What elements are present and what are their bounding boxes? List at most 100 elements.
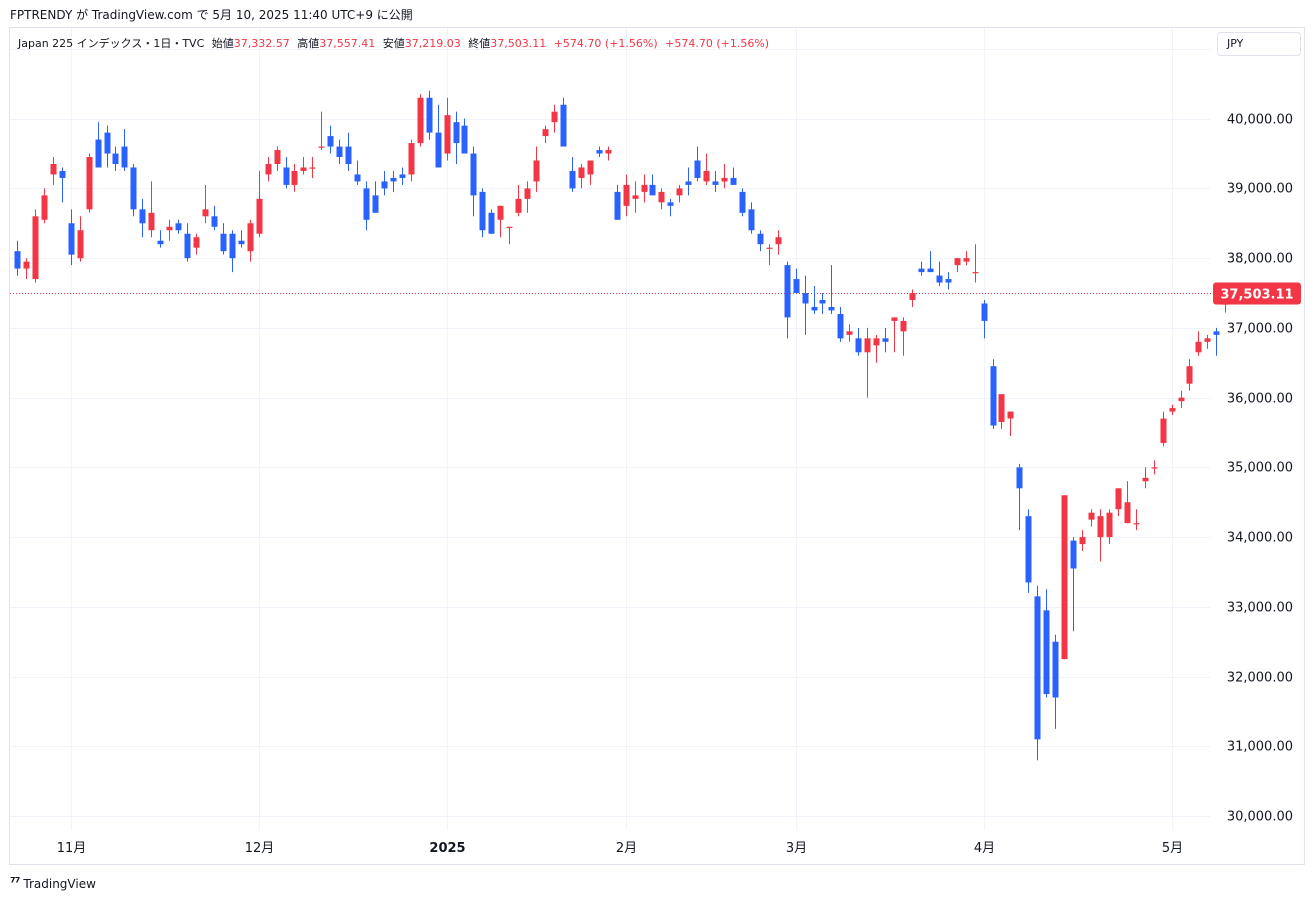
candle-body xyxy=(1178,397,1185,402)
candle xyxy=(793,268,800,294)
candle-body xyxy=(50,163,57,175)
candle-body xyxy=(68,223,75,255)
candle xyxy=(184,223,191,262)
x-tick-label: 5月 xyxy=(1162,841,1183,856)
candle xyxy=(435,104,442,168)
candle xyxy=(1115,488,1122,517)
candle xyxy=(363,181,370,231)
candle-body xyxy=(14,251,21,269)
candle xyxy=(59,167,66,203)
candle xyxy=(819,293,826,314)
candle xyxy=(399,167,406,185)
candle-body xyxy=(41,195,48,220)
candle-body xyxy=(882,338,889,342)
candle xyxy=(497,205,504,238)
candle-body xyxy=(649,184,656,196)
candle xyxy=(811,286,818,314)
candle-body xyxy=(1186,366,1193,384)
candle xyxy=(1025,509,1032,593)
candle-body xyxy=(23,261,30,269)
y-tick-label: 32,000.00 xyxy=(1227,671,1293,686)
candle xyxy=(918,261,925,276)
candle xyxy=(596,146,603,158)
candle-body xyxy=(551,111,558,123)
candle-body xyxy=(721,177,728,182)
candle-body xyxy=(283,167,290,185)
candle xyxy=(247,219,254,262)
candle-body xyxy=(1079,537,1086,545)
candle xyxy=(1043,589,1050,698)
candle xyxy=(256,170,263,238)
candle xyxy=(873,334,880,363)
candle xyxy=(265,157,272,182)
candle-body xyxy=(748,209,755,231)
ohlc-legend: Japan 225 インデックス・1日・TVC 始値37,332.57 高値37… xyxy=(18,35,773,51)
y-tick-label: 39,000.00 xyxy=(1227,182,1293,197)
candle-body xyxy=(578,167,585,178)
candle xyxy=(300,157,307,175)
candle xyxy=(1079,530,1086,552)
legend-close-label: 終値 xyxy=(468,37,491,50)
candle-body xyxy=(95,139,102,168)
candle-body xyxy=(265,163,272,175)
candle xyxy=(77,216,84,262)
candle-body xyxy=(596,150,603,154)
footer-brand[interactable]: ⁷⁷ TradingView xyxy=(10,876,96,891)
y-tick-label: 34,000.00 xyxy=(1227,531,1293,546)
candle xyxy=(730,167,737,185)
candle xyxy=(139,198,146,238)
candle xyxy=(461,118,468,154)
candle xyxy=(488,209,495,234)
candle-body xyxy=(354,174,361,182)
candle-body xyxy=(1213,331,1220,335)
candle xyxy=(712,170,719,192)
candle-body xyxy=(587,160,594,175)
candle-body xyxy=(963,258,970,262)
legend-change-2: +574.70 (+1.56%) xyxy=(665,37,770,50)
candle-body xyxy=(148,212,155,231)
candle-body xyxy=(229,233,236,259)
currency-button[interactable]: JPY xyxy=(1217,32,1301,56)
candle-body xyxy=(1070,540,1077,569)
candle xyxy=(632,181,639,213)
candle-body xyxy=(605,150,612,154)
candle-body xyxy=(506,226,513,228)
candle xyxy=(1052,634,1059,729)
y-tick-label: 30,000.00 xyxy=(1227,810,1293,825)
candle xyxy=(175,219,182,234)
candle xyxy=(354,160,361,185)
candle xyxy=(202,184,209,224)
candle-body xyxy=(1097,516,1104,538)
candle-body xyxy=(1133,523,1140,525)
candle xyxy=(229,230,236,273)
candle-body xyxy=(909,293,916,300)
candle-body xyxy=(811,306,818,311)
legend-low: 37,219.03 xyxy=(404,37,461,50)
candle xyxy=(1195,331,1202,356)
candle xyxy=(533,146,540,192)
candle-body xyxy=(104,132,111,154)
candle xyxy=(1016,463,1023,531)
candle xyxy=(193,233,200,255)
candle xyxy=(676,184,683,203)
candle xyxy=(972,244,979,283)
candle-body xyxy=(426,97,433,133)
candle-body xyxy=(479,191,486,231)
candle-body xyxy=(775,237,782,245)
candle xyxy=(998,394,1005,429)
candle xyxy=(623,174,630,217)
candle xyxy=(936,261,943,287)
candle xyxy=(1178,390,1185,409)
candle-body xyxy=(1025,516,1032,583)
candle xyxy=(649,174,656,196)
candle xyxy=(417,94,424,147)
candle xyxy=(157,230,164,248)
candle xyxy=(274,146,281,171)
y-tick-label: 37,000.00 xyxy=(1227,322,1293,337)
x-tick-label: 2025 xyxy=(429,841,465,856)
candle xyxy=(238,230,245,248)
candle xyxy=(327,125,334,154)
candle-body xyxy=(220,233,227,252)
candle xyxy=(703,153,710,185)
